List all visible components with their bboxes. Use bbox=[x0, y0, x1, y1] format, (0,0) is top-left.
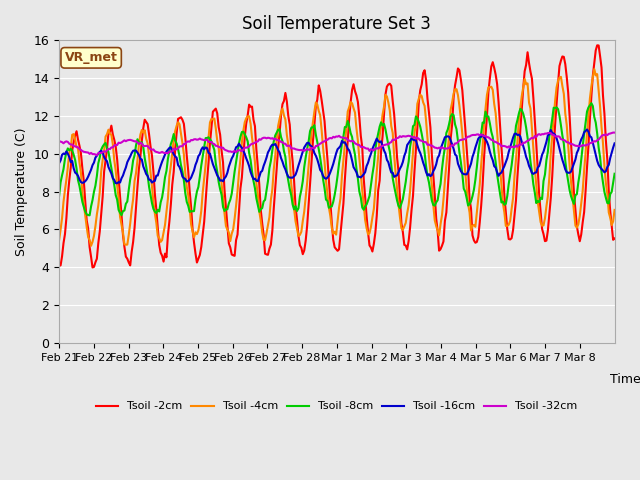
Tsoil -2cm bbox=[342, 156, 350, 161]
Text: VR_met: VR_met bbox=[65, 51, 118, 64]
Tsoil -16cm bbox=[535, 163, 543, 169]
Tsoil -16cm bbox=[74, 173, 82, 179]
Tsoil -32cm bbox=[535, 131, 543, 137]
Tsoil -16cm bbox=[92, 155, 99, 160]
Tsoil -16cm bbox=[609, 145, 617, 151]
Tsoil -16cm bbox=[452, 153, 460, 158]
Y-axis label: Soil Temperature (C): Soil Temperature (C) bbox=[15, 127, 28, 256]
Tsoil -8cm bbox=[55, 193, 63, 199]
Tsoil -16cm bbox=[342, 142, 350, 148]
Tsoil -8cm bbox=[588, 100, 595, 106]
Tsoil -4cm bbox=[609, 218, 617, 224]
Tsoil -32cm bbox=[93, 152, 100, 158]
Tsoil -32cm bbox=[74, 144, 82, 150]
Line: Tsoil -16cm: Tsoil -16cm bbox=[59, 130, 614, 183]
Line: Tsoil -2cm: Tsoil -2cm bbox=[59, 45, 614, 267]
Legend: Tsoil -2cm, Tsoil -4cm, Tsoil -8cm, Tsoil -16cm, Tsoil -32cm: Tsoil -2cm, Tsoil -4cm, Tsoil -8cm, Tsoi… bbox=[92, 397, 582, 416]
X-axis label: Time: Time bbox=[611, 373, 640, 386]
Tsoil -4cm bbox=[93, 212, 100, 217]
Tsoil -2cm bbox=[535, 192, 543, 197]
Title: Soil Temperature Set 3: Soil Temperature Set 3 bbox=[243, 15, 431, 33]
Tsoil -16cm bbox=[611, 141, 618, 146]
Tsoil -4cm bbox=[74, 145, 82, 151]
Tsoil -4cm bbox=[87, 243, 95, 249]
Tsoil -2cm bbox=[452, 74, 460, 80]
Line: Tsoil -32cm: Tsoil -32cm bbox=[59, 132, 614, 155]
Tsoil -8cm bbox=[74, 177, 82, 183]
Tsoil -8cm bbox=[342, 124, 350, 130]
Line: Tsoil -4cm: Tsoil -4cm bbox=[59, 69, 614, 246]
Tsoil -2cm bbox=[89, 264, 97, 270]
Tsoil -8cm bbox=[609, 180, 617, 186]
Tsoil -8cm bbox=[86, 213, 93, 218]
Tsoil -16cm bbox=[113, 180, 121, 186]
Tsoil -4cm bbox=[611, 207, 618, 213]
Tsoil -2cm bbox=[611, 236, 618, 241]
Tsoil -32cm bbox=[55, 138, 63, 144]
Tsoil -32cm bbox=[609, 130, 617, 135]
Tsoil -32cm bbox=[342, 135, 350, 141]
Tsoil -32cm bbox=[452, 141, 460, 146]
Tsoil -4cm bbox=[452, 86, 460, 92]
Tsoil -4cm bbox=[591, 66, 598, 72]
Tsoil -32cm bbox=[608, 130, 616, 136]
Tsoil -8cm bbox=[452, 126, 460, 132]
Tsoil -8cm bbox=[535, 199, 543, 205]
Tsoil -4cm bbox=[342, 125, 350, 131]
Tsoil -16cm bbox=[55, 160, 63, 166]
Tsoil -2cm bbox=[609, 237, 617, 243]
Tsoil -2cm bbox=[74, 137, 82, 143]
Tsoil -2cm bbox=[55, 263, 63, 269]
Tsoil -4cm bbox=[55, 237, 63, 243]
Tsoil -16cm bbox=[583, 127, 591, 132]
Tsoil -2cm bbox=[593, 42, 601, 48]
Tsoil -32cm bbox=[611, 130, 618, 135]
Tsoil -4cm bbox=[535, 209, 543, 215]
Tsoil -32cm bbox=[92, 152, 99, 157]
Tsoil -8cm bbox=[93, 173, 100, 179]
Tsoil -2cm bbox=[93, 256, 100, 262]
Tsoil -8cm bbox=[611, 171, 618, 177]
Line: Tsoil -8cm: Tsoil -8cm bbox=[59, 103, 614, 216]
